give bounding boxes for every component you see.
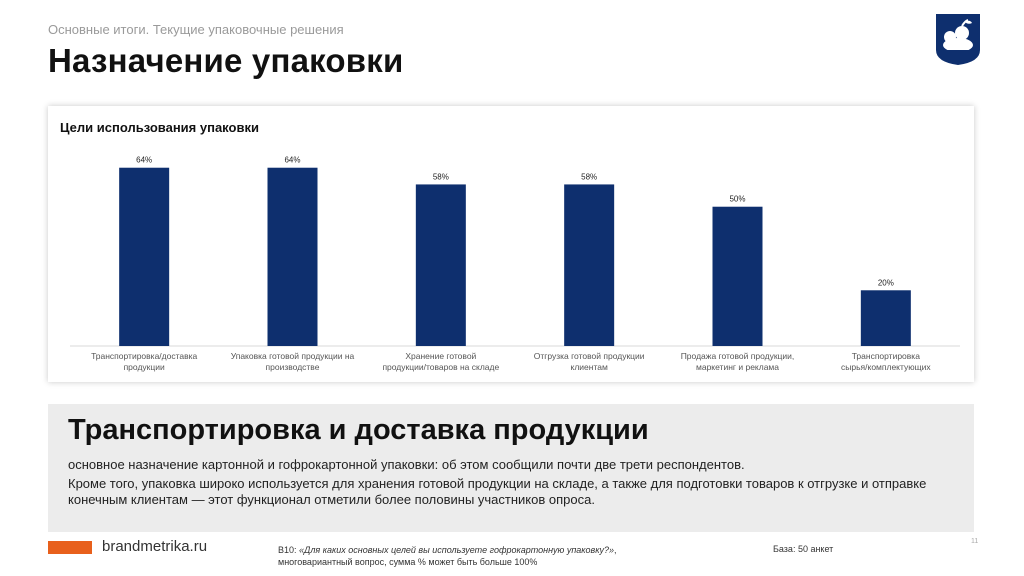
- bar-value-label-5: 20%: [878, 278, 894, 287]
- page-number: 11: [971, 538, 979, 545]
- summary-paragraph-2: Кроме того, упаковка широко используется…: [68, 476, 927, 507]
- footer-accent-bar: [48, 541, 92, 554]
- category-label-3-line-1: клиентам: [571, 362, 608, 372]
- category-label-0-line-1: продукции: [124, 362, 165, 372]
- summary-paragraph-1: основное назначение картонной и гофрокар…: [68, 457, 745, 472]
- footer-note-question: «Для каких основных целей вы используете…: [299, 545, 614, 555]
- footer-note-line2: многовариантный вопрос, сумма % может бы…: [278, 557, 538, 567]
- bar-value-label-3: 58%: [581, 172, 597, 181]
- bar-2: [415, 184, 466, 346]
- bar-value-label-2: 58%: [433, 172, 449, 181]
- bar-value-label-0: 64%: [136, 156, 152, 165]
- summary-heading: Транспортировка и доставка продукции: [68, 414, 649, 446]
- summary-card: Транспортировка и доставка продукции осн…: [48, 404, 974, 532]
- category-label-5-line-0: Транспортировка: [852, 351, 921, 361]
- bar-value-label-1: 64%: [284, 156, 300, 165]
- footer-question-note: B10: «Для каких основных целей вы исполь…: [278, 544, 738, 568]
- category-label-1-line-1: производстве: [266, 362, 320, 372]
- bear-with-apple-logo-icon: [936, 14, 980, 65]
- category-label-1-line-0: Упаковка готовой продукции на: [231, 351, 355, 361]
- category-label-4-line-1: маркетинг и реклама: [696, 362, 779, 372]
- category-label-3-line-0: Отгрузка готовой продукции: [534, 351, 645, 361]
- bar-value-label-4: 50%: [729, 195, 745, 204]
- chart-card: Цели использования упаковки 64% Транспорт…: [48, 106, 974, 382]
- category-label-5-line-1: сырья/комплектующих: [841, 362, 931, 372]
- page-subtitle: Основные итоги. Текущие упаковочные реше…: [48, 22, 344, 37]
- category-label-2-line-0: Хранение готовой: [405, 351, 476, 361]
- category-label-2-line-1: продукции/товаров на складе: [382, 362, 499, 372]
- category-label-4-line-0: Продажа готовой продукции,: [681, 351, 795, 361]
- bar-5: [860, 290, 911, 346]
- footer-site-link[interactable]: brandmetrika.ru: [102, 538, 208, 555]
- bar-4: [712, 206, 763, 346]
- bar-0: [119, 167, 170, 346]
- category-label-0-line-0: Транспортировка/доставка: [91, 351, 197, 361]
- page-title: Назначение упаковки: [48, 42, 404, 79]
- footer-sample-base: База: 50 анкет: [773, 544, 834, 554]
- footer-note-prefix: B10:: [278, 545, 300, 555]
- footer-note-suffix: ,: [614, 545, 617, 555]
- bar-3: [564, 184, 615, 346]
- bar-1: [267, 167, 318, 346]
- chart-title: Цели использования упаковки: [60, 120, 259, 135]
